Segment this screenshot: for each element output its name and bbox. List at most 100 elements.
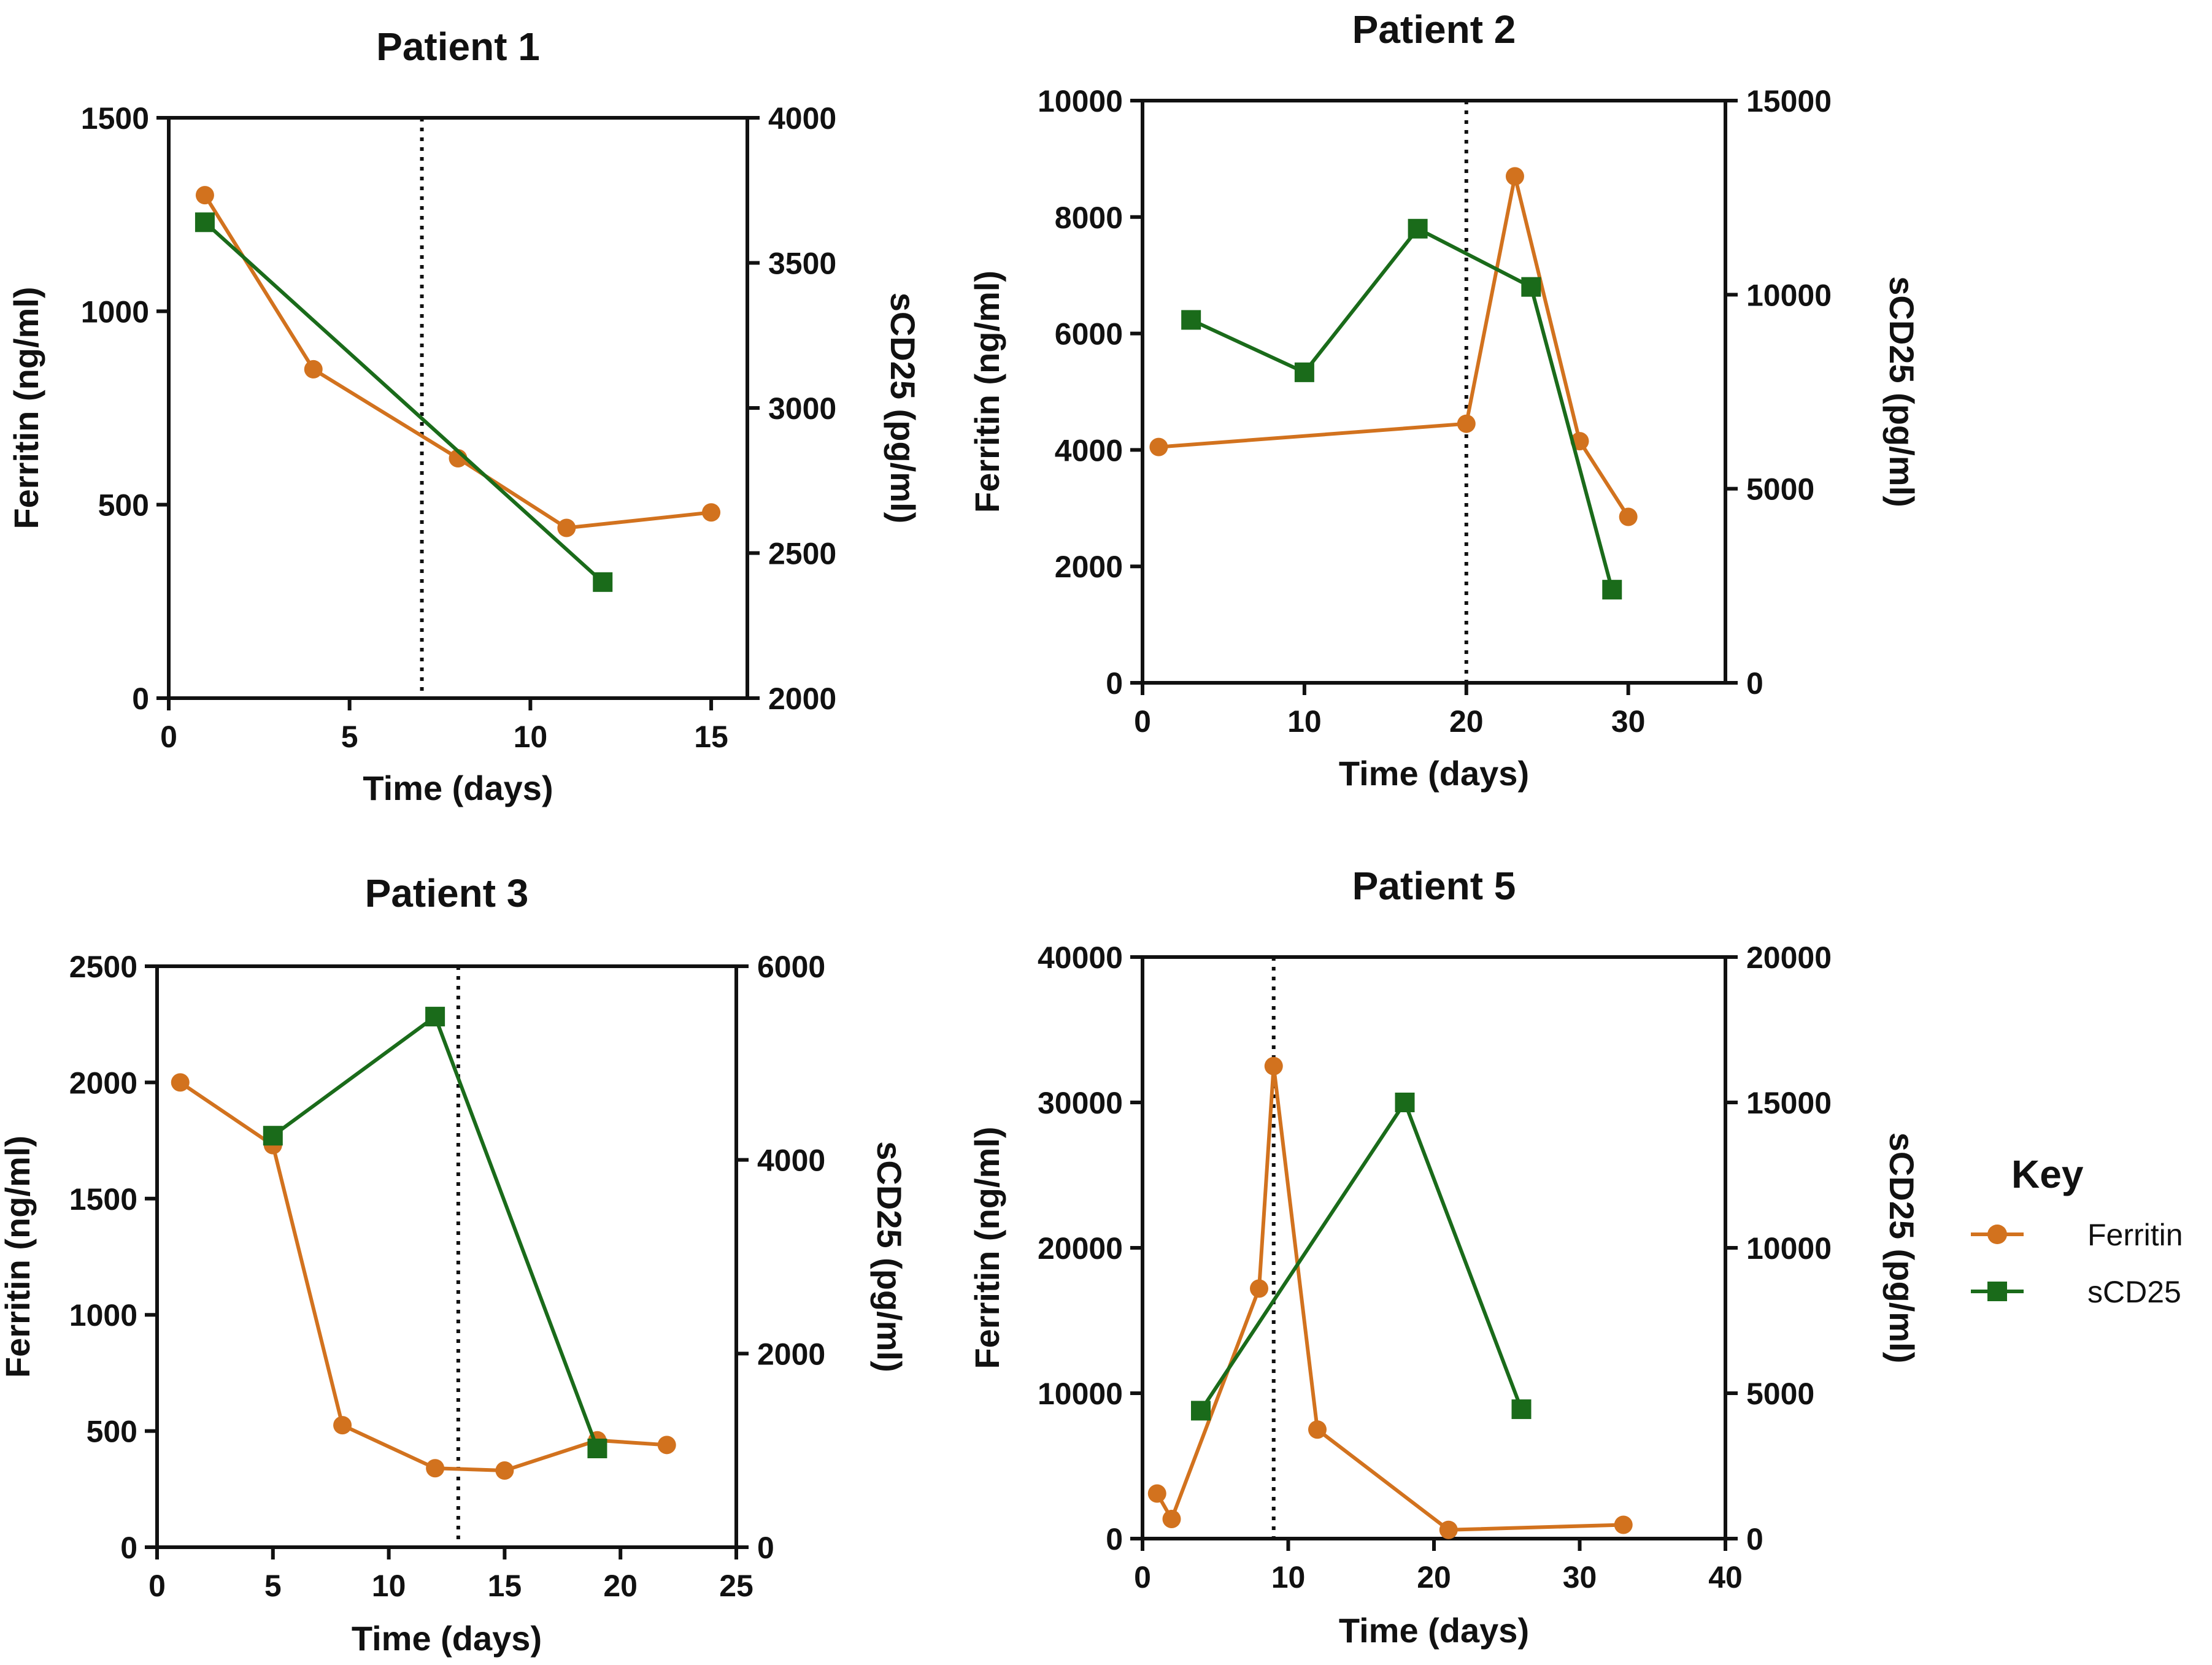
patient-3-scd25-point — [425, 1007, 445, 1027]
patient-2-y-tick-label: 10000 — [1038, 84, 1123, 118]
patient-2-y-tick-label: 4000 — [1055, 433, 1123, 467]
patient-2-y2-tick-label: 15000 — [1746, 84, 1832, 118]
patient-3-y2-tick-label: 2000 — [757, 1337, 825, 1371]
patient-2-x-tick-label: 10 — [1287, 704, 1322, 739]
patient-1-y2-tick-label: 3000 — [768, 391, 836, 426]
patient-1-x-tick-label: 10 — [514, 720, 548, 754]
patient-3-scd25-point — [587, 1439, 607, 1459]
patient-2-ferritin-point — [1505, 167, 1524, 186]
patient-5-scd25-point — [1511, 1399, 1532, 1420]
patient-2-y-tick-label: 8000 — [1055, 201, 1123, 235]
patient-2-y2-tick-label: 0 — [1746, 666, 1763, 701]
patient-5-x-tick-label: 20 — [1417, 1560, 1451, 1594]
patient-2-y-tick-label: 2000 — [1055, 550, 1123, 584]
patient-1-title: Patient 1 — [376, 25, 540, 69]
patient-5-y-tick-label: 10000 — [1038, 1377, 1123, 1411]
patient-2-x-tick-label: 0 — [1134, 704, 1151, 739]
patient-2-x-tick-label: 20 — [1449, 704, 1484, 739]
patient-3-panel: Patient 30 5 10 15 20 25050010001500200025000… — [0, 871, 909, 1658]
patient-2-y2-tick-label: 10000 — [1746, 278, 1832, 312]
patient-2-y2label: sCD25 (pg/ml) — [1883, 276, 1921, 507]
patient-5-y-tick-label: 20000 — [1038, 1231, 1123, 1266]
patient-5-scd25-line — [1199, 1101, 1524, 1412]
patient-5-y-tick-label: 30000 — [1038, 1086, 1123, 1120]
patient-2-xlabel: Time (days) — [1339, 754, 1529, 793]
patient-3-x-tick-label: 5 — [264, 1569, 282, 1603]
patient-3-title: Patient 3 — [365, 871, 529, 915]
patient-5-y2-tick-label: 10000 — [1746, 1231, 1832, 1266]
patient-1-ferritin-point — [195, 186, 214, 205]
patient-2-x-tick-label: 30 — [1611, 704, 1646, 739]
patient-1-panel: Patient 1 0 5 10 15 0 500 1000 1500 2000 2500 3000 3… — [7, 25, 922, 807]
patient-3-x-tick-label: 0 — [148, 1569, 166, 1603]
patient-3-ferritin-line — [179, 1080, 667, 1472]
patient-1-y2-tick-label: 4000 — [768, 101, 836, 136]
patient-1-y2label: sCD25 (pg/ml) — [884, 293, 922, 524]
patient-2-panel: Patient 2 0 10 20 30 0 2000 4000 6000 8000 10000 0 5… — [968, 7, 1921, 793]
patient-5-y-tick-label: 0 — [1106, 1522, 1123, 1556]
patient-2-scd25-line — [1190, 226, 1614, 590]
patient-3-y-tick-label: 0 — [120, 1531, 137, 1565]
patient-1-x-tick-label: 5 — [341, 720, 358, 754]
patient-3-y2label: sCD25 (pg/ml) — [870, 1141, 909, 1372]
patient-5-x-tick-label: 40 — [1708, 1560, 1743, 1594]
legend-title: Key — [2011, 1152, 2084, 1196]
patient-1-ferritin-line — [203, 194, 712, 530]
patient-3-x-tick-label: 15 — [488, 1569, 522, 1603]
legend-entry-scd25: sCD25 — [1971, 1275, 2181, 1309]
patient-5-x-tick-label: 0 — [1134, 1560, 1151, 1594]
patient-5-xlabel: Time (days) — [1339, 1611, 1529, 1650]
patient-5-ferritin-point — [1250, 1279, 1268, 1298]
patient-3-ferritin-point — [333, 1416, 352, 1435]
patient-3-y2-tick-label: 4000 — [757, 1144, 825, 1178]
patient-5-y2-tick-label: 0 — [1746, 1522, 1763, 1556]
patient-3-y2-tick-label: 6000 — [757, 950, 825, 984]
patient-5-y-tick-label: 40000 — [1038, 940, 1123, 975]
patient-5-ferritin-line — [1155, 1064, 1624, 1532]
patient-5-y2label: sCD25 (pg/ml) — [1883, 1132, 1921, 1364]
patient-2-y2-tick-label: 5000 — [1746, 472, 1814, 507]
patient-5-ferritin-point — [1264, 1056, 1283, 1075]
patient-1-xlabel: Time (days) — [363, 769, 553, 807]
patient-2-ferritin-line — [1158, 174, 1630, 518]
patient-1-ferritin-point — [702, 503, 721, 522]
patient-1-scd25-line — [203, 221, 604, 584]
patient-5-x-tick-label: 30 — [1563, 1560, 1597, 1594]
patient-3-scd25-point — [263, 1126, 283, 1146]
patient-2-title: Patient 2 — [1352, 7, 1516, 52]
patient-2-y-tick-label: 6000 — [1055, 317, 1123, 352]
patient-2-ylabel: Ferritin (ng/ml) — [968, 271, 1006, 513]
patient-3-y-tick-label: 500 — [87, 1415, 137, 1449]
patient-1-scd25-point — [195, 212, 215, 233]
patient-5-title: Patient 5 — [1352, 864, 1516, 908]
patient-3-y-tick-label: 1500 — [69, 1182, 137, 1217]
patient-3-ferritin-point — [657, 1436, 676, 1455]
patient-3-x-tick-label: 25 — [719, 1569, 753, 1603]
patient-5-ferritin-point — [1162, 1510, 1181, 1529]
patient-2-ferritin-point — [1457, 414, 1476, 433]
patient-2-scd25-point — [1294, 362, 1314, 382]
patient-1-y2-tick-label: 2500 — [768, 537, 836, 571]
patient-3-x-tick-label: 10 — [372, 1569, 406, 1603]
patient-5-ylabel: Ferritin (ng/ml) — [968, 1126, 1006, 1369]
legend-scd25-label: sCD25 — [2087, 1275, 2181, 1309]
patient-5-x-tick-label: 10 — [1271, 1560, 1306, 1594]
patient-1-x-tick-label: 15 — [694, 720, 728, 754]
patient-3-y-tick-label: 2000 — [69, 1066, 137, 1100]
patient-5-scd25-point — [1395, 1093, 1415, 1112]
legend-ferritin-marker — [1987, 1225, 2007, 1244]
patient-2-ferritin-point — [1149, 437, 1168, 456]
patient-3-y-tick-label: 1000 — [69, 1298, 137, 1332]
legend: Key Ferritin sCD25 — [1971, 1152, 2183, 1309]
patient-1-x-tick-label: 0 — [160, 720, 177, 754]
patient-2-scd25-point — [1181, 310, 1201, 330]
patient-3-ferritin-point — [171, 1073, 190, 1092]
patient-2-scd25-point — [1521, 277, 1541, 297]
patient-3-ferritin-point — [426, 1459, 445, 1478]
patient-3-y-tick-label: 2500 — [69, 950, 137, 984]
patient-2-ferritin-point — [1619, 507, 1638, 526]
patient-3-x-tick-label: 20 — [603, 1569, 638, 1603]
patient-1-ferritin-point — [304, 360, 323, 379]
patient-1-y2-tick-label: 3500 — [768, 247, 836, 281]
